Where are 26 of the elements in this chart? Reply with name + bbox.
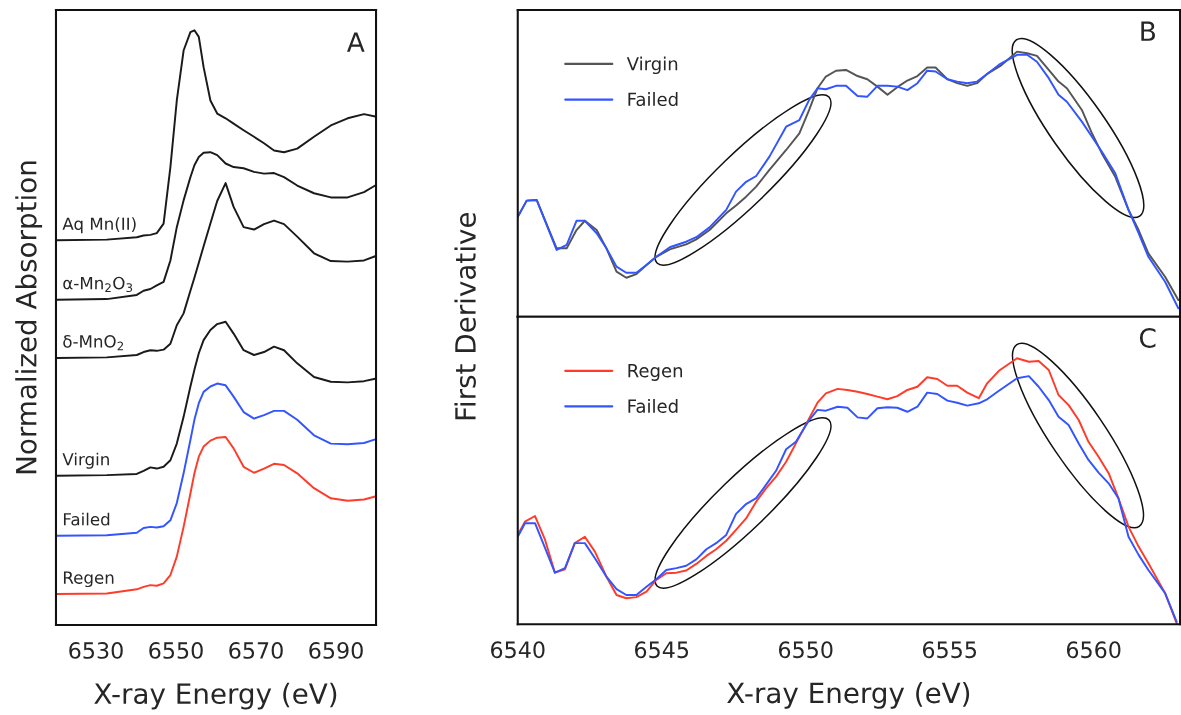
series-label: α-Mn$_{2}$O$_{3}$ (63, 276, 133, 293)
x-tick-label: 6545 (635, 641, 689, 659)
series-label: Virgin (62, 452, 109, 469)
x-tick-label: 6530 (69, 642, 123, 659)
annotation: A (346, 32, 365, 52)
x-tick-label: 6555 (922, 641, 977, 659)
legend-label: Regen (628, 363, 683, 381)
x-tick-label: 6590 (309, 642, 363, 659)
x-tick-label: 6540 (491, 641, 545, 659)
y-axis-title: Normalized Absorption (15, 161, 43, 474)
x-tick-label: 6560 (1066, 641, 1121, 659)
series-label: Failed (63, 512, 110, 526)
legend-label: Failed (628, 398, 678, 413)
series-label: Aq Mn(II) (62, 217, 136, 234)
y-axis-title: First Derivative (454, 212, 476, 420)
x-axis-title: X-ray Energy (eV) (727, 681, 970, 709)
x-tick-label: 6550 (778, 641, 833, 659)
text: B (1141, 21, 1156, 41)
legend-label: Failed (628, 92, 678, 107)
x-tick-label: 6570 (229, 642, 283, 659)
series-label: Regen (63, 571, 114, 588)
text: C (1139, 328, 1156, 348)
series-label: δ-MnO$_{2}$ (63, 335, 124, 351)
legend-label: Virgin (626, 56, 678, 75)
x-axis-title: X-ray Energy (eV) (94, 682, 337, 710)
x-tick-label: 6550 (149, 642, 203, 659)
